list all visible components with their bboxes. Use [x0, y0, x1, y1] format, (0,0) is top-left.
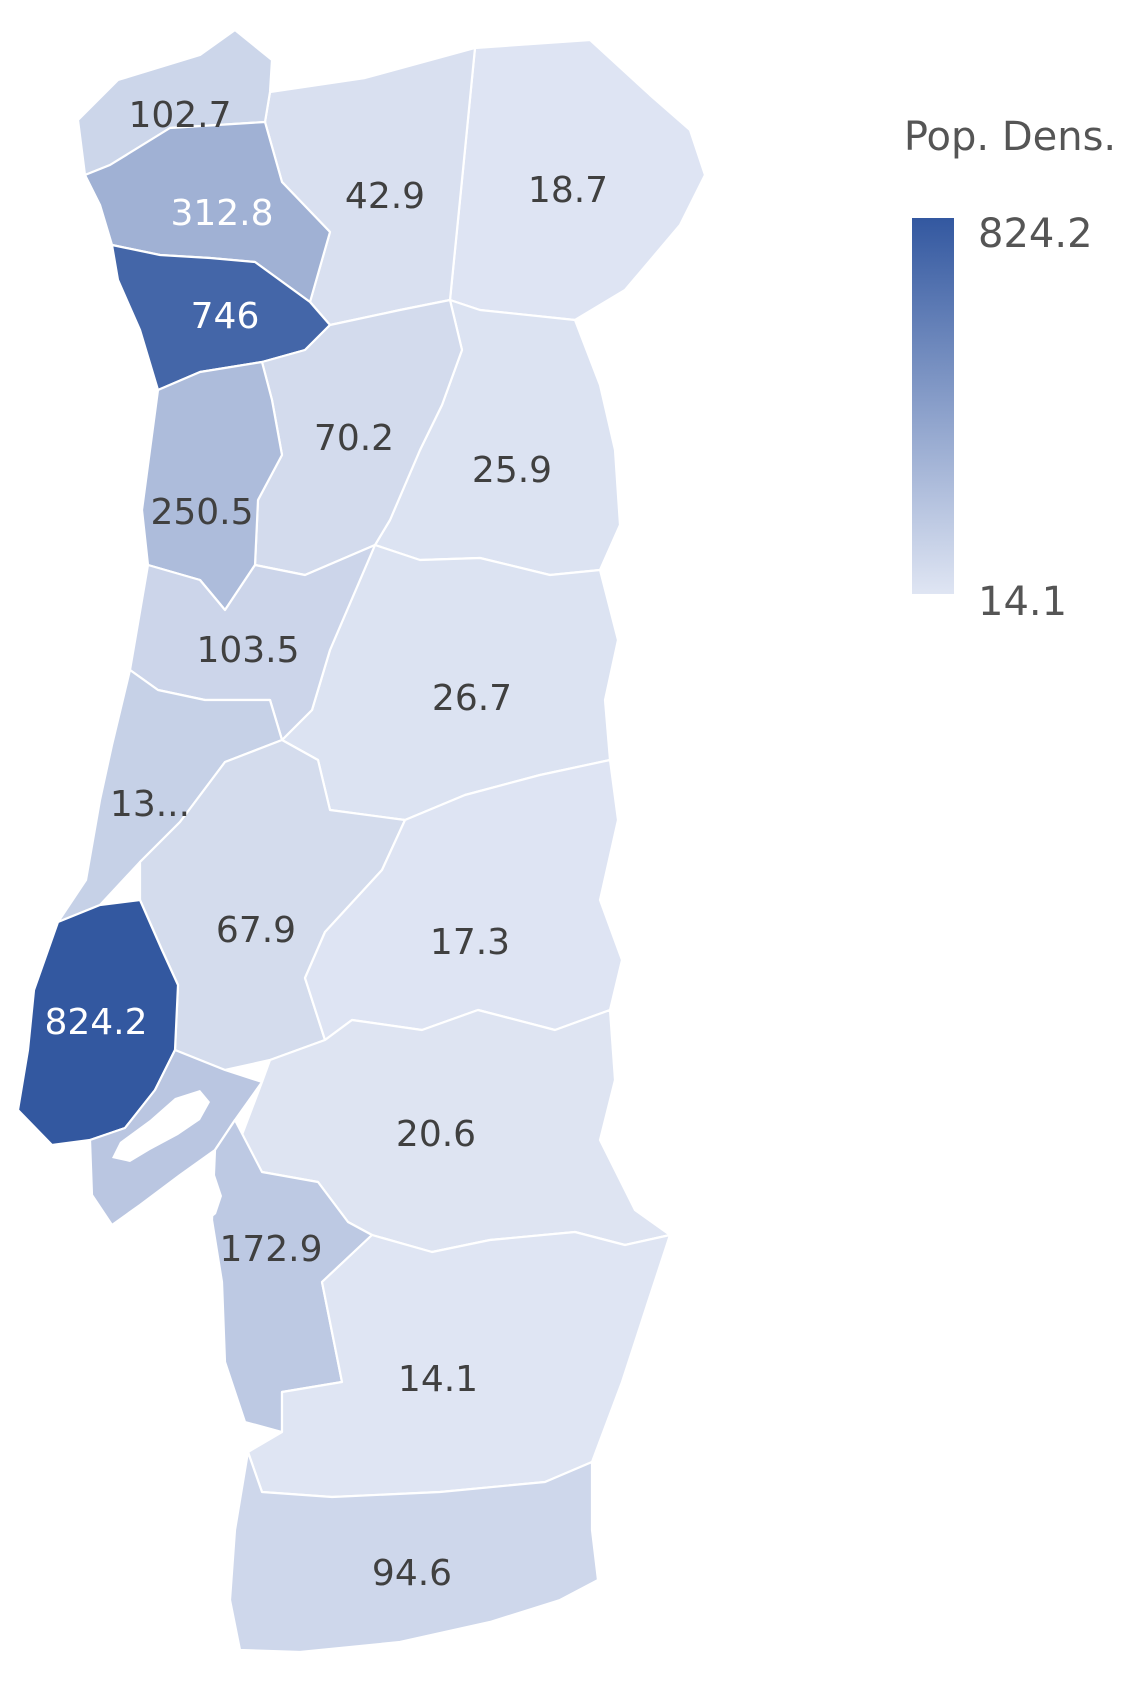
label-r12: 67.9: [216, 910, 296, 951]
label-r15: 20.6: [396, 1114, 476, 1155]
label-r16: 172.9: [219, 1229, 322, 1270]
label-r4: 18.7: [528, 170, 608, 211]
label-r17: 14.1: [398, 1359, 478, 1400]
legend-max-label: 824.2: [978, 211, 1093, 257]
label-r1: 102.7: [128, 95, 231, 136]
region-labels: 102.7 312.8 42.9 18.7 746 70.2 25.9 250.…: [44, 95, 608, 1594]
sado-water: [198, 1172, 222, 1222]
label-r13: 17.3: [430, 922, 510, 963]
legend-title: Pop. Dens.: [904, 114, 1116, 160]
label-r9: 103.5: [196, 630, 299, 671]
label-r7: 25.9: [472, 450, 552, 491]
label-r3: 42.9: [345, 176, 425, 217]
label-r18: 94.6: [372, 1553, 452, 1594]
legend: Pop. Dens. 824.2 14.1: [904, 114, 1116, 625]
label-r5: 746: [191, 296, 260, 337]
region-94-6[interactable]: [228, 1450, 600, 1654]
label-r6: 70.2: [314, 418, 394, 459]
legend-min-label: 14.1: [978, 579, 1067, 625]
legend-color-bar: [912, 218, 954, 594]
estuary-water: [112, 1090, 210, 1162]
label-r14: 824.2: [44, 1002, 147, 1043]
map-regions: [16, 28, 707, 1654]
label-r2: 312.8: [170, 193, 273, 234]
label-r8: 250.5: [150, 492, 253, 533]
label-r11: 13...: [110, 784, 190, 825]
label-r10: 26.7: [432, 678, 512, 719]
